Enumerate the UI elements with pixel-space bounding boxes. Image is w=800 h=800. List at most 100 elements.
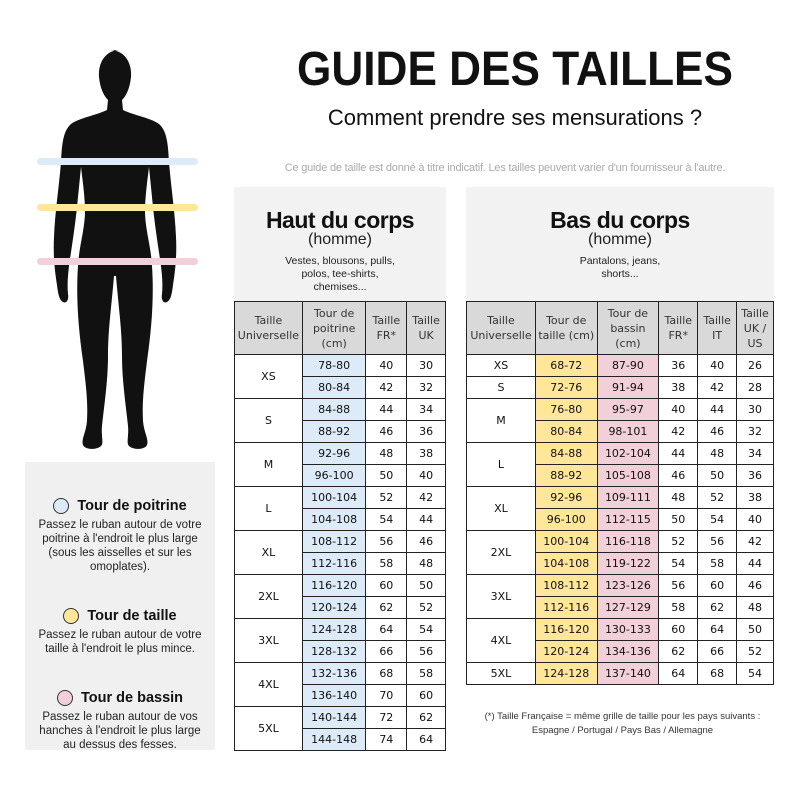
value-cell: 84-88 [301, 398, 367, 421]
value-cell: 60 [365, 574, 408, 597]
column-header: Taille Universelle [466, 301, 536, 355]
value-cell: 72-76 [534, 376, 598, 399]
value-cell: 88-92 [301, 420, 367, 443]
header-row: Taille Universelle Tour de poitrine (cm) T… [234, 301, 446, 355]
value-cell: 56 [406, 640, 446, 663]
value-cell: 104-108 [534, 552, 598, 575]
value-cell: 50 [365, 464, 408, 487]
value-cell: 66 [697, 640, 738, 663]
value-cell: 56 [658, 574, 699, 597]
bottom-title: Bas du corps [550, 207, 690, 233]
value-cell: 44 [406, 508, 446, 531]
value-cell: 112-115 [596, 508, 660, 531]
value-cell: 120-124 [534, 640, 598, 663]
measurement-legend: Tour de poitrine Passez le ruban autour d… [25, 462, 215, 751]
top-gender: (homme) [307, 231, 372, 248]
table-row: 104-108 54 44 [235, 508, 446, 531]
size-cell: L [466, 442, 536, 487]
table-row: 5XL 124-128 137-140 64 68 54 [466, 662, 774, 685]
value-cell: 46 [697, 420, 738, 443]
top-panel: Haut du corps (homme) Vestes, blousons, … [234, 187, 446, 301]
value-cell: 140-144 [301, 706, 367, 729]
value-cell: 108-112 [301, 530, 367, 553]
value-cell: 116-120 [534, 618, 598, 641]
table-row: XS 78-80 40 30 [234, 354, 446, 399]
value-cell: 64 [365, 618, 408, 641]
column-header: Tour de taille (cm) [534, 301, 598, 355]
color-dot-icon [63, 608, 80, 624]
value-cell: 87-90 [596, 354, 660, 377]
value-cell: 52 [406, 596, 446, 619]
column-header: Taille UK / US [736, 301, 774, 355]
table-row: 5XL 140-144 72 62 [234, 706, 446, 751]
legend-label: Tour de poitrine [77, 498, 187, 514]
value-cell: 62 [697, 596, 738, 619]
size-cell: M [466, 398, 536, 443]
value-cell: 119-122 [596, 552, 660, 575]
value-cell: 32 [406, 376, 446, 399]
bottom-desc: Pantalons, jeans, shorts... [579, 255, 661, 280]
color-dot-icon [56, 690, 73, 706]
value-cell: 44 [365, 398, 408, 421]
value-cell: 80-84 [301, 376, 367, 399]
value-cell: 100-104 [301, 486, 367, 509]
value-cell: 70 [365, 684, 408, 707]
value-cell: 50 [697, 464, 738, 487]
value-cell: 54 [697, 508, 738, 531]
value-cell: 40 [736, 508, 774, 531]
value-cell: 40 [406, 464, 446, 487]
table-row: 120-124 134-136 62 66 52 [467, 640, 774, 663]
value-cell: 120-124 [301, 596, 367, 619]
value-cell: 52 [736, 640, 774, 663]
value-cell: 68 [697, 662, 738, 685]
table-row: 80-84 98-101 42 46 32 [467, 420, 774, 443]
table-row: M 76-80 95-97 40 44 30 [466, 398, 774, 443]
top-size-table: Taille Universelle Tour de poitrine (cm) T… [234, 301, 446, 751]
value-cell: 100-104 [534, 530, 598, 553]
value-cell: 116-120 [301, 574, 367, 597]
value-cell: 74 [365, 728, 408, 751]
value-cell: 42 [406, 486, 446, 509]
legend-text: Passez le ruban autour de votre poitrine… [38, 519, 202, 573]
column-header: Taille UK [406, 301, 446, 355]
value-cell: 40 [697, 354, 738, 377]
value-cell: 130-133 [596, 618, 660, 641]
value-cell: 42 [697, 376, 738, 399]
value-cell: 91-94 [596, 376, 660, 399]
value-cell: 30 [736, 398, 774, 421]
value-cell: 136-140 [301, 684, 367, 707]
size-cell: 3XL [466, 574, 536, 619]
value-cell: 66 [365, 640, 408, 663]
value-cell: 80-84 [534, 420, 598, 443]
value-cell: 46 [736, 574, 774, 597]
color-dot-icon [53, 498, 70, 514]
legend-item: Tour de poitrine Passez le ruban autour d… [25, 498, 215, 574]
value-cell: 48 [406, 552, 446, 575]
value-cell: 112-116 [301, 552, 367, 575]
size-cell: 2XL [234, 574, 303, 619]
value-cell: 26 [736, 354, 774, 377]
legend-label: Tour de taille [87, 608, 177, 624]
table-row: 3XL 124-128 64 54 [234, 618, 446, 663]
value-cell: 128-132 [301, 640, 367, 663]
value-cell: 109-111 [596, 486, 660, 509]
table-row: 120-124 62 52 [235, 596, 446, 619]
size-cell: 4XL [234, 662, 303, 707]
size-cell: S [234, 398, 303, 443]
value-cell: 68-72 [534, 354, 598, 377]
value-cell: 44 [658, 442, 699, 465]
value-cell: 76-80 [534, 398, 598, 421]
value-cell: 95-97 [596, 398, 660, 421]
value-cell: 32 [736, 420, 774, 443]
value-cell: 108-112 [534, 574, 598, 597]
table-row: 4XL 132-136 68 58 [234, 662, 446, 707]
value-cell: 38 [406, 442, 446, 465]
value-cell: 42 [736, 530, 774, 553]
value-cell: 64 [658, 662, 699, 685]
page-title: GUIDE DES TAILLES [297, 43, 733, 96]
top-title: Haut du corps [265, 207, 415, 233]
value-cell: 127-129 [596, 596, 660, 619]
value-cell: 64 [697, 618, 738, 641]
legend-item: Tour de taille Passez le ruban autour de … [25, 608, 215, 656]
value-cell: 52 [697, 486, 738, 509]
